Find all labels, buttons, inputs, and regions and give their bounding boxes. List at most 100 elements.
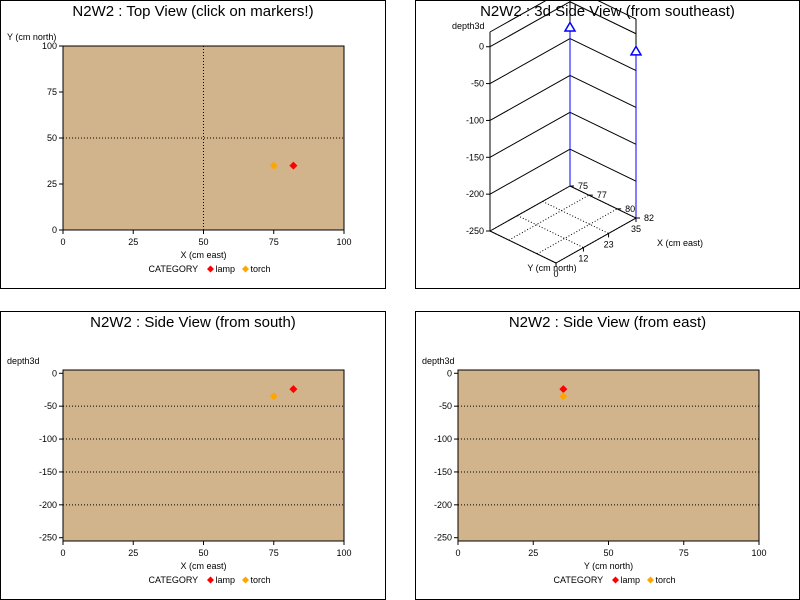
y-tick-label: 23 [604,239,614,249]
y-axis-label: depth3d [422,356,455,366]
floor-grid [489,230,557,264]
floor-grid [508,194,590,241]
y-axis-label: Y (cm north) [7,32,56,42]
x-axis-label: X (cm east) [180,250,226,260]
y-tick-label: 12 [578,254,588,264]
lamp-marker [559,385,568,394]
y-tick-label: 75 [47,87,57,97]
y-axis-label: Y (cm north) [527,263,576,273]
legend-label-torch: torch [656,575,676,585]
legend-label-lamp: lamp [621,575,641,585]
x-tick-label: 82 [644,213,654,223]
floor-grid [517,215,584,249]
torch-marker [269,392,278,401]
z-tick-label: -150 [466,152,484,162]
wall-edge [489,1,547,33]
wall-grid [489,111,571,158]
x-tick-label: 80 [625,204,635,214]
z-tick-label: -200 [466,189,484,199]
south-view-title: N2W2 : Side View (from south) [90,314,296,331]
y-tick-label: 50 [47,133,57,143]
z-tick-label: -50 [471,79,484,89]
legend-marker-torch [242,265,249,273]
side3d-view-title: N2W2 : 3d Side View (from southeast) [480,3,735,20]
plot-area [457,369,760,542]
wall-grid [569,111,637,145]
marker3d-1 [563,21,577,32]
legend-label-torch: torch [251,264,271,274]
x-tick-label: 100 [336,548,351,558]
z-tick-label: -250 [466,226,484,236]
floor-grid [569,185,637,219]
panel-south-view: N2W2 : Side View (from south) 0 25 50 75 100… [0,311,386,600]
floor-grid [542,200,609,234]
panel-east-view: N2W2 : Side View (from east) 0 25 50 75 100 0… [415,311,800,600]
y-tick-label: 25 [47,179,57,189]
floor-grid [555,217,637,264]
x-tick-label: 50 [603,548,613,558]
x-tick-label: 75 [679,548,689,558]
x-tick-label: 25 [528,548,538,558]
y-tick-label: -250 [434,533,452,543]
y-tick-label: 0 [52,368,57,378]
wall-grid [569,38,637,72]
top-view-chart: 0 25 50 75 100 0 25 50 75 100 X (cm east) Y (cm nor… [7,32,352,274]
lamp-marker[interactable] [289,161,298,170]
x-axis-label: X (cm east) [657,238,703,248]
x-tick-label: 25 [128,237,138,247]
legend-label-lamp: lamp [216,575,236,585]
x-tick-label: 75 [269,237,279,247]
panel-top-view: N2W2 : Top View (click on markers!) 0 25 5… [0,0,386,289]
z-tick-label: -100 [466,115,484,125]
floor-grid [536,208,618,255]
legend-label-torch: torch [251,575,271,585]
side3d-view-chart: 0 -50 -100 -150 -200 -250 depth3d 0 12 23 35 Y (cm … [452,1,703,279]
y-tick-label: -50 [44,401,57,411]
x-tick-label: 25 [128,548,138,558]
y-axis-label: depth3d [7,356,40,366]
east-view-title: N2W2 : Side View (from east) [508,314,707,331]
x-tick-label: 75 [578,181,588,191]
legend-title: CATEGORY [149,264,199,274]
x-tick-label: 50 [198,548,208,558]
x-tick-label: 50 [198,237,208,247]
y-tick-label: -100 [434,434,452,444]
torch-marker [559,392,568,401]
legend-title: CATEGORY [149,575,199,585]
y-tick-label: -200 [434,500,452,510]
legend-marker-lamp [207,576,214,584]
y-tick-label: 0 [553,269,558,279]
y-tick-label: -100 [39,434,57,444]
y-tick-label: 35 [631,224,641,234]
y-tick-label: -150 [39,467,57,477]
legend-marker-lamp [612,576,619,584]
legend-label-lamp: lamp [216,264,236,274]
y-tick-label: 100 [42,41,57,51]
x-tick-label: 0 [60,548,65,558]
torch-marker[interactable] [269,161,278,170]
wall-grid [489,75,571,121]
wall-grid [569,1,637,35]
y-tick-label: 0 [52,225,57,235]
y-tick-label: 0 [447,368,452,378]
top-view-title: N2W2 : Top View (click on markers!) [72,3,314,20]
marker3d-0 [629,44,643,56]
x-axis-label: Y (cm north) [584,561,633,571]
x-tick-label: 100 [751,548,766,558]
lamp-marker [289,385,298,394]
panel-3d-side-view: N2W2 : 3d Side View (from southeast) 0 -5… [415,0,800,289]
legend-marker-lamp [207,265,214,273]
y-tick-label: -50 [439,401,452,411]
legend-marker-torch [242,576,249,584]
x-axis-label: X (cm east) [180,561,226,571]
wall-grid [569,148,637,182]
wall-grid [569,74,637,108]
wall-grid [489,148,571,195]
z-axis-label: depth3d [452,21,485,31]
y-tick-label: -200 [39,500,57,510]
east-view-chart: 0 25 50 75 100 0 -50 -100 -150 -200 -250 Y (cm nort… [422,356,767,585]
x-tick-label: 0 [60,237,65,247]
legend-marker-torch [647,576,654,584]
x-tick-label: 100 [336,237,351,247]
plot-area [62,369,345,542]
